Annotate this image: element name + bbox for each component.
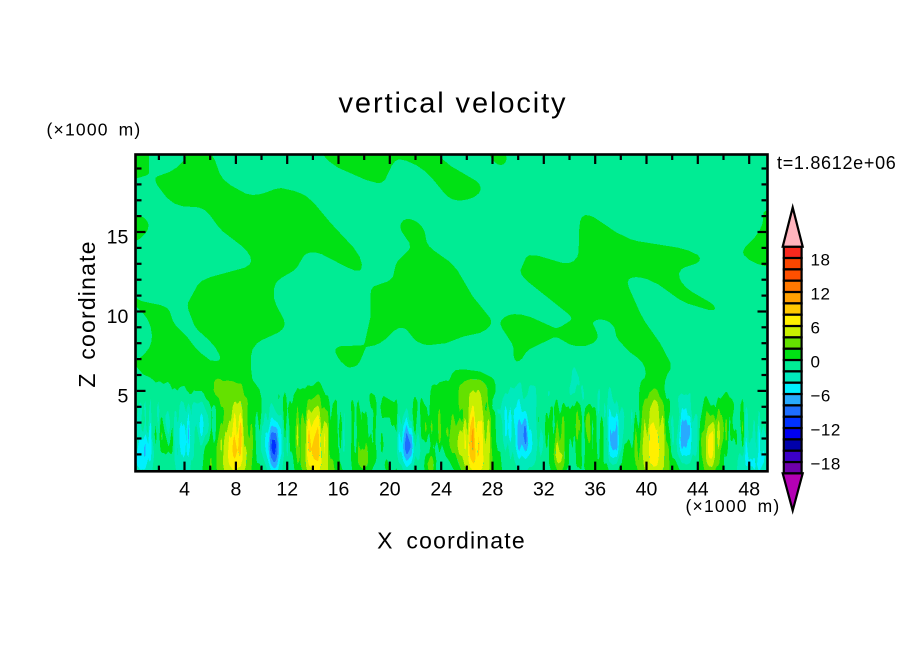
svg-text:24: 24 [430,479,452,501]
svg-text:36: 36 [584,479,606,501]
svg-text:t=1.8612e+06: t=1.8612e+06 [777,153,897,173]
svg-text:(×1000 m): (×1000 m) [686,496,781,516]
svg-text:−18: −18 [811,455,841,474]
svg-text:X coordinate: X coordinate [377,528,526,554]
svg-text:32: 32 [533,479,555,501]
svg-text:40: 40 [636,479,658,501]
svg-text:16: 16 [328,479,350,501]
svg-text:48: 48 [738,479,760,501]
svg-text:4: 4 [179,479,190,501]
svg-text:18: 18 [811,250,831,269]
svg-text:44: 44 [687,479,709,501]
svg-text:10: 10 [107,306,129,328]
svg-text:6: 6 [811,318,821,337]
svg-text:28: 28 [482,479,504,501]
svg-text:(×1000 m): (×1000 m) [47,120,142,140]
svg-text:15: 15 [107,227,129,249]
svg-text:5: 5 [117,385,128,407]
svg-text:−6: −6 [811,387,831,406]
svg-text:0: 0 [811,352,821,371]
svg-text:12: 12 [276,479,298,501]
svg-text:−12: −12 [811,421,841,440]
svg-text:12: 12 [811,284,831,303]
svg-text:20: 20 [379,479,401,501]
svg-text:8: 8 [230,479,241,501]
svg-text:Z coordinate: Z coordinate [74,240,100,387]
svg-text:vertical velocity: vertical velocity [339,88,568,120]
